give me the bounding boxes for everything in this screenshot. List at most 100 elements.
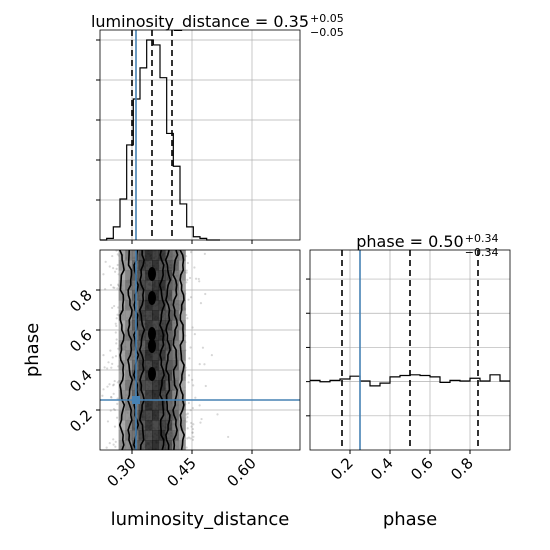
density-point	[199, 421, 202, 424]
phase-y-ticks	[306, 278, 310, 417]
density-cell	[178, 270, 186, 281]
density-y-ticks: 0.2 0.4 0.6 0.8	[66, 286, 100, 436]
density-cell	[172, 280, 180, 291]
contour-blob	[148, 339, 156, 353]
density-cell	[178, 360, 186, 371]
density-cell	[152, 320, 160, 331]
density-cell	[118, 400, 126, 411]
density-point	[188, 357, 191, 360]
x-tick-label: 0.30	[103, 454, 139, 490]
density-cell	[145, 350, 153, 361]
density-cell	[152, 420, 160, 431]
density-point	[191, 431, 194, 434]
phase-x-ticks: 0.2 0.4 0.6 0.8	[327, 450, 477, 484]
density-cell	[145, 320, 153, 331]
density-point	[109, 349, 112, 352]
density-cell	[165, 390, 173, 401]
density-cell	[138, 310, 146, 321]
density-cell	[152, 280, 160, 291]
phase-histogram-panel: 0.2 0.4 0.6 0.8 phase = 0.50 +0.34 −0.34 ph…	[306, 232, 511, 530]
density-cell	[152, 250, 160, 261]
luminosity-distance-title-sup: +0.05	[310, 12, 344, 25]
contour-blob	[148, 367, 156, 381]
density-point	[186, 261, 190, 265]
density-point	[194, 277, 198, 280]
density-point	[109, 395, 113, 399]
density-point	[102, 273, 105, 276]
density-point	[116, 287, 119, 290]
density-cell	[165, 290, 173, 301]
contour-line	[172, 250, 179, 450]
density-frame	[99, 249, 301, 451]
density-point	[188, 276, 192, 280]
density-cell	[125, 420, 133, 431]
density-cell	[138, 410, 146, 421]
density-cell	[152, 380, 160, 391]
density-cell	[125, 300, 133, 311]
density-point	[114, 445, 117, 448]
density-cell	[125, 440, 133, 450]
density-point	[185, 313, 188, 317]
density-contours	[118, 250, 186, 450]
density-cell	[152, 360, 160, 371]
density-cell	[165, 430, 173, 441]
density-cell	[145, 300, 153, 311]
phase-title-sub: −0.34	[465, 246, 499, 259]
density-point	[94, 383, 96, 385]
density-point	[185, 281, 188, 284]
density-cell	[172, 410, 180, 421]
density-point	[191, 427, 195, 431]
contour-blob	[148, 291, 156, 305]
density-point	[201, 346, 205, 349]
density-cell	[172, 250, 180, 261]
density-cell	[145, 420, 153, 431]
x-tick-label: 0.6	[407, 454, 437, 484]
density-point	[192, 423, 195, 426]
density-cell	[158, 280, 166, 291]
density-cell	[125, 340, 133, 351]
density-point	[227, 435, 230, 439]
luminosity-distance-quantile-lines	[131, 30, 173, 240]
density-point	[187, 401, 190, 405]
density-cell	[158, 420, 166, 431]
density-point	[187, 436, 191, 439]
density-cell	[158, 370, 166, 381]
density-cell	[118, 290, 126, 301]
density-point	[116, 313, 119, 316]
density-point	[105, 446, 108, 449]
density-cell	[118, 360, 126, 371]
density-point	[111, 254, 114, 258]
density-point	[84, 401, 86, 403]
density-point	[101, 394, 104, 397]
density-point	[83, 432, 85, 434]
density-point	[114, 440, 117, 443]
density-point	[190, 425, 193, 428]
density-cell	[178, 310, 186, 321]
density-point	[94, 366, 96, 368]
density-point	[190, 251, 193, 254]
density-point	[203, 363, 206, 366]
density-point	[189, 437, 192, 440]
density-point	[194, 396, 197, 399]
density-point	[102, 353, 105, 357]
density-point	[191, 378, 194, 382]
density-cell	[158, 250, 166, 261]
density-cell	[118, 430, 126, 441]
density-cell	[138, 430, 146, 441]
y-tick-label: 0.2	[66, 406, 96, 436]
density-point	[114, 270, 117, 273]
density-point	[193, 333, 196, 336]
phase-title: phase = 0.50	[356, 232, 463, 251]
density-truth-marker	[132, 396, 140, 404]
density-cell	[152, 300, 160, 311]
density-cell	[125, 280, 133, 291]
density-point	[190, 421, 193, 425]
density-cell	[158, 340, 166, 351]
density-cell	[138, 340, 146, 351]
density-cell	[178, 420, 186, 431]
density-point	[200, 417, 203, 421]
luminosity-distance-title-sub: −0.05	[310, 26, 344, 39]
density-point	[189, 346, 192, 349]
density-cell	[178, 380, 186, 391]
